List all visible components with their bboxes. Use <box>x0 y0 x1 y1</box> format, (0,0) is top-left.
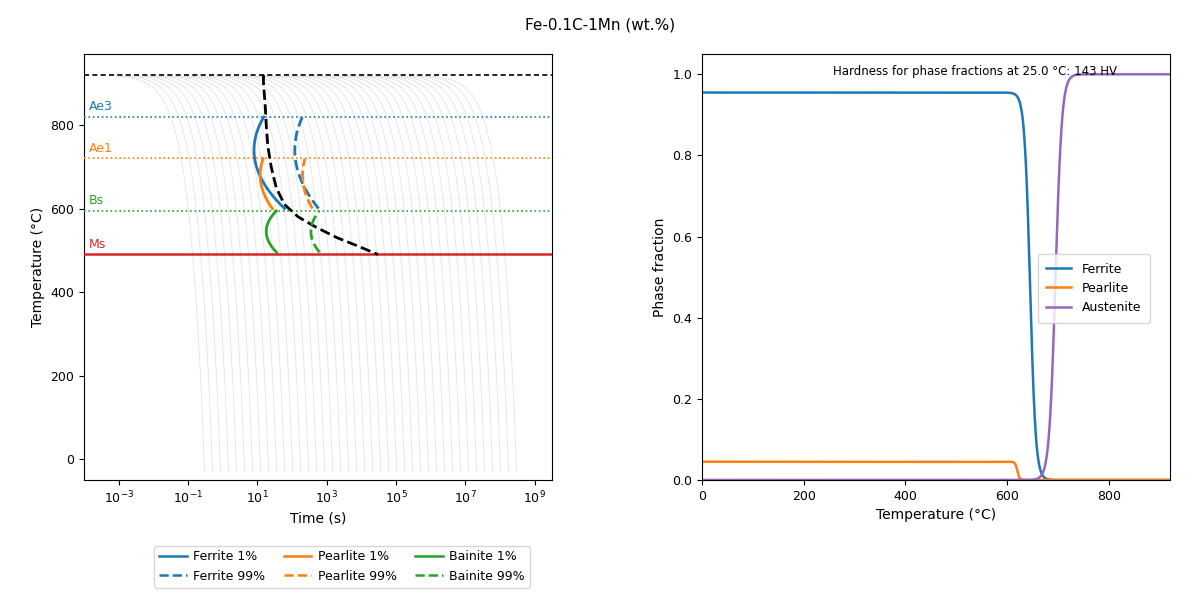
Text: Hardness for phase fractions at 25.0 °C: 143 HV: Hardness for phase fractions at 25.0 °C:… <box>833 65 1117 77</box>
Y-axis label: Temperature (°C): Temperature (°C) <box>31 207 44 327</box>
Text: Bs: Bs <box>89 194 104 207</box>
Ferrite <box>894 89 908 96</box>
Pearlite <box>894 458 908 466</box>
Pearlite <box>874 458 888 466</box>
Ferrite <box>748 89 762 96</box>
X-axis label: Temperature (°C): Temperature (°C) <box>876 508 996 522</box>
Austenite <box>874 476 888 484</box>
Text: Ae1: Ae1 <box>89 142 113 155</box>
Pearlite <box>1153 476 1168 484</box>
Austenite <box>1103 71 1117 78</box>
Text: Ms: Ms <box>89 238 107 251</box>
Austenite <box>894 476 908 484</box>
Austenite <box>695 476 709 484</box>
Ferrite <box>874 89 888 96</box>
Pearlite <box>748 458 762 466</box>
Austenite <box>1153 71 1168 78</box>
Ferrite <box>776 89 791 96</box>
Legend: Ferrite, Pearlite, Austenite: Ferrite, Pearlite, Austenite <box>1038 254 1150 323</box>
Line: Austenite: Austenite <box>702 74 1170 480</box>
Pearlite <box>695 458 709 466</box>
Text: Fe-0.1C-1Mn (wt.%): Fe-0.1C-1Mn (wt.%) <box>524 18 676 33</box>
Text: Ae3: Ae3 <box>89 100 113 113</box>
Ferrite <box>695 89 709 96</box>
Pearlite <box>776 458 791 466</box>
Pearlite <box>1103 476 1117 484</box>
Pearlite <box>1163 476 1177 484</box>
X-axis label: Time (s): Time (s) <box>290 512 347 526</box>
Ferrite <box>1163 476 1177 484</box>
Austenite <box>776 476 791 484</box>
Y-axis label: Phase fraction: Phase fraction <box>653 217 667 317</box>
Line: Ferrite: Ferrite <box>702 92 1170 480</box>
Austenite <box>1162 71 1176 78</box>
Austenite <box>748 476 762 484</box>
Ferrite <box>1153 476 1168 484</box>
Ferrite <box>1103 476 1117 484</box>
Legend: Ferrite 1%, Ferrite 99%, Pearlite 1%, Pearlite 99%, Bainite 1%, Bainite 99%: Ferrite 1%, Ferrite 99%, Pearlite 1%, Pe… <box>155 545 529 588</box>
Line: Pearlite: Pearlite <box>702 462 1170 480</box>
Austenite <box>1163 71 1177 78</box>
